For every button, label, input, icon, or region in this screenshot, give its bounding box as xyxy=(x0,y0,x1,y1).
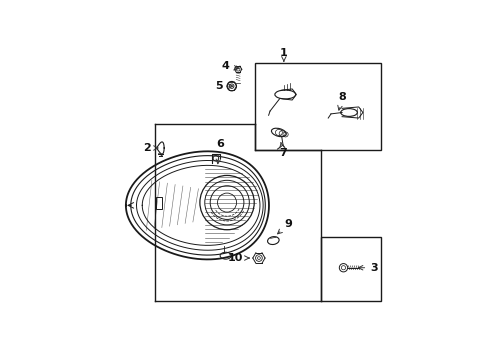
Bar xyxy=(156,197,161,209)
Text: 1: 1 xyxy=(280,48,287,61)
Bar xyxy=(321,237,380,301)
Bar xyxy=(254,63,380,150)
Text: 3: 3 xyxy=(358,263,377,273)
Text: 5: 5 xyxy=(215,81,232,91)
Text: 7: 7 xyxy=(279,143,286,158)
Text: 6: 6 xyxy=(216,139,224,164)
Text: 2: 2 xyxy=(143,143,158,153)
Text: 9: 9 xyxy=(277,219,292,234)
Text: 8: 8 xyxy=(337,92,345,110)
Text: 10: 10 xyxy=(227,253,248,263)
Text: 4: 4 xyxy=(221,61,238,71)
